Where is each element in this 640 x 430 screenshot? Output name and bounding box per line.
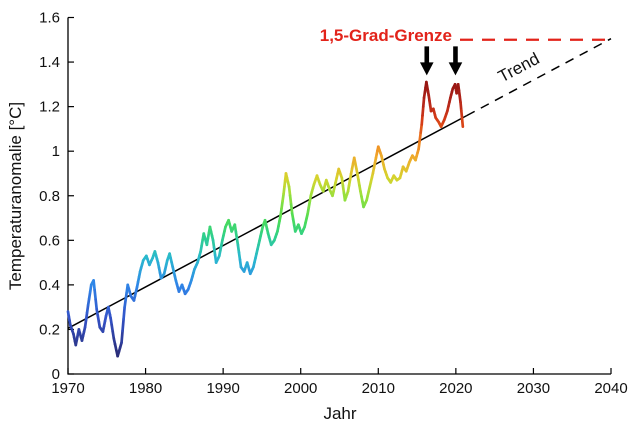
y-tick-label: 1: [52, 143, 60, 160]
curve-segment: [420, 114, 424, 126]
x-tick-label: 2040: [594, 380, 627, 397]
y-tick-label: 0.4: [39, 277, 60, 294]
trend-line: [67, 38, 612, 329]
curve-segment: [120, 329, 124, 345]
curve-segment: [289, 203, 294, 215]
curve-segment: [421, 105, 425, 117]
x-tick-label: 2010: [362, 380, 395, 397]
x-axis-label: Jahr: [323, 404, 357, 423]
trend-solid-segment: [67, 114, 468, 329]
trend-dashed-segment: [466, 38, 612, 117]
curve-segment: [421, 96, 426, 108]
curve-segment: [94, 298, 99, 311]
y-tick-label: 0.2: [39, 321, 60, 338]
y-axis-label: Temperaturanomalie [°C]: [6, 101, 25, 291]
down-arrow-icon: [448, 46, 463, 76]
y-tick-label: 0.8: [39, 188, 60, 205]
peak-arrows: [419, 46, 463, 76]
x-tick-label: 1990: [206, 380, 239, 397]
curve-segment: [287, 185, 292, 198]
temperature-curve: [66, 80, 465, 358]
curve-segment: [459, 100, 463, 112]
y-tick-label: 0: [52, 366, 60, 383]
y-tick-label: 1.2: [39, 99, 60, 116]
curve-segment: [122, 305, 126, 321]
curve-segment: [460, 117, 465, 129]
curve-segment: [93, 288, 98, 302]
axes: [67, 16, 612, 375]
x-tick-label: 2020: [439, 380, 472, 397]
curve-segment: [459, 108, 464, 120]
y-tick-label: 1.4: [39, 54, 60, 71]
y-tick-label: 0.6: [39, 232, 60, 249]
curve-segment: [121, 317, 125, 333]
x-tick-label: 1970: [51, 380, 84, 397]
x-tick-label: 1980: [129, 380, 162, 397]
threshold-label: 1,5-Grad-Grenze: [319, 26, 452, 45]
curve-segment: [418, 131, 423, 143]
curve-segment: [288, 194, 293, 207]
curve-segment: [417, 139, 422, 151]
curve-segment: [419, 123, 424, 134]
down-arrow-icon: [419, 46, 434, 76]
x-tick-label: 2000: [284, 380, 317, 397]
y-tick-label: 1.6: [39, 10, 60, 27]
x-tick-label: 2030: [517, 380, 550, 397]
curve-segment: [92, 279, 96, 292]
tick-labels: 1970 1980 1990 2000 2010 2020 2030 2040 0 0.2 0.4 0…: [39, 10, 628, 398]
